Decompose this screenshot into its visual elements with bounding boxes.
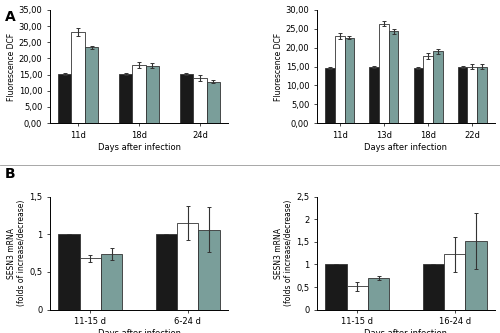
Bar — [193, 78, 206, 123]
Bar — [206, 82, 220, 123]
Bar — [132, 65, 145, 123]
Bar — [58, 74, 71, 123]
Bar — [433, 52, 442, 123]
Bar — [177, 223, 199, 310]
Bar — [101, 254, 122, 310]
Bar — [466, 241, 487, 310]
Bar — [72, 32, 85, 123]
Text: B: B — [5, 166, 15, 180]
Bar — [444, 254, 466, 310]
Bar — [346, 286, 368, 310]
Bar — [379, 24, 389, 123]
X-axis label: Days after infection: Days after infection — [98, 329, 180, 333]
Bar — [422, 264, 444, 310]
Bar — [198, 230, 220, 310]
Y-axis label: Fluorescence DCF: Fluorescence DCF — [274, 33, 283, 101]
Y-axis label: SESN3 mRNA
(folds of increase/decrease): SESN3 mRNA (folds of increase/decrease) — [7, 200, 26, 306]
Bar — [156, 234, 177, 310]
Bar — [414, 68, 423, 123]
Bar — [85, 47, 98, 123]
Bar — [344, 38, 354, 123]
Bar — [458, 67, 468, 123]
Bar — [180, 74, 193, 123]
X-axis label: Days after infection: Days after infection — [364, 143, 448, 152]
Bar — [119, 74, 132, 123]
X-axis label: Days after infection: Days after infection — [98, 143, 180, 152]
Y-axis label: Fluorescence DCF: Fluorescence DCF — [7, 33, 16, 101]
Bar — [468, 67, 477, 123]
Bar — [423, 56, 433, 123]
Y-axis label: SESN3 mRNA
(folds of increase/decrease): SESN3 mRNA (folds of increase/decrease) — [274, 200, 293, 306]
X-axis label: Days after infection: Days after infection — [364, 329, 448, 333]
Bar — [389, 32, 398, 123]
Bar — [325, 264, 346, 310]
Bar — [477, 67, 487, 123]
Bar — [80, 258, 101, 310]
Bar — [146, 66, 159, 123]
Bar — [325, 68, 335, 123]
Text: A: A — [5, 10, 16, 24]
Bar — [335, 36, 344, 123]
Bar — [370, 67, 379, 123]
Bar — [368, 278, 390, 310]
Bar — [58, 234, 80, 310]
